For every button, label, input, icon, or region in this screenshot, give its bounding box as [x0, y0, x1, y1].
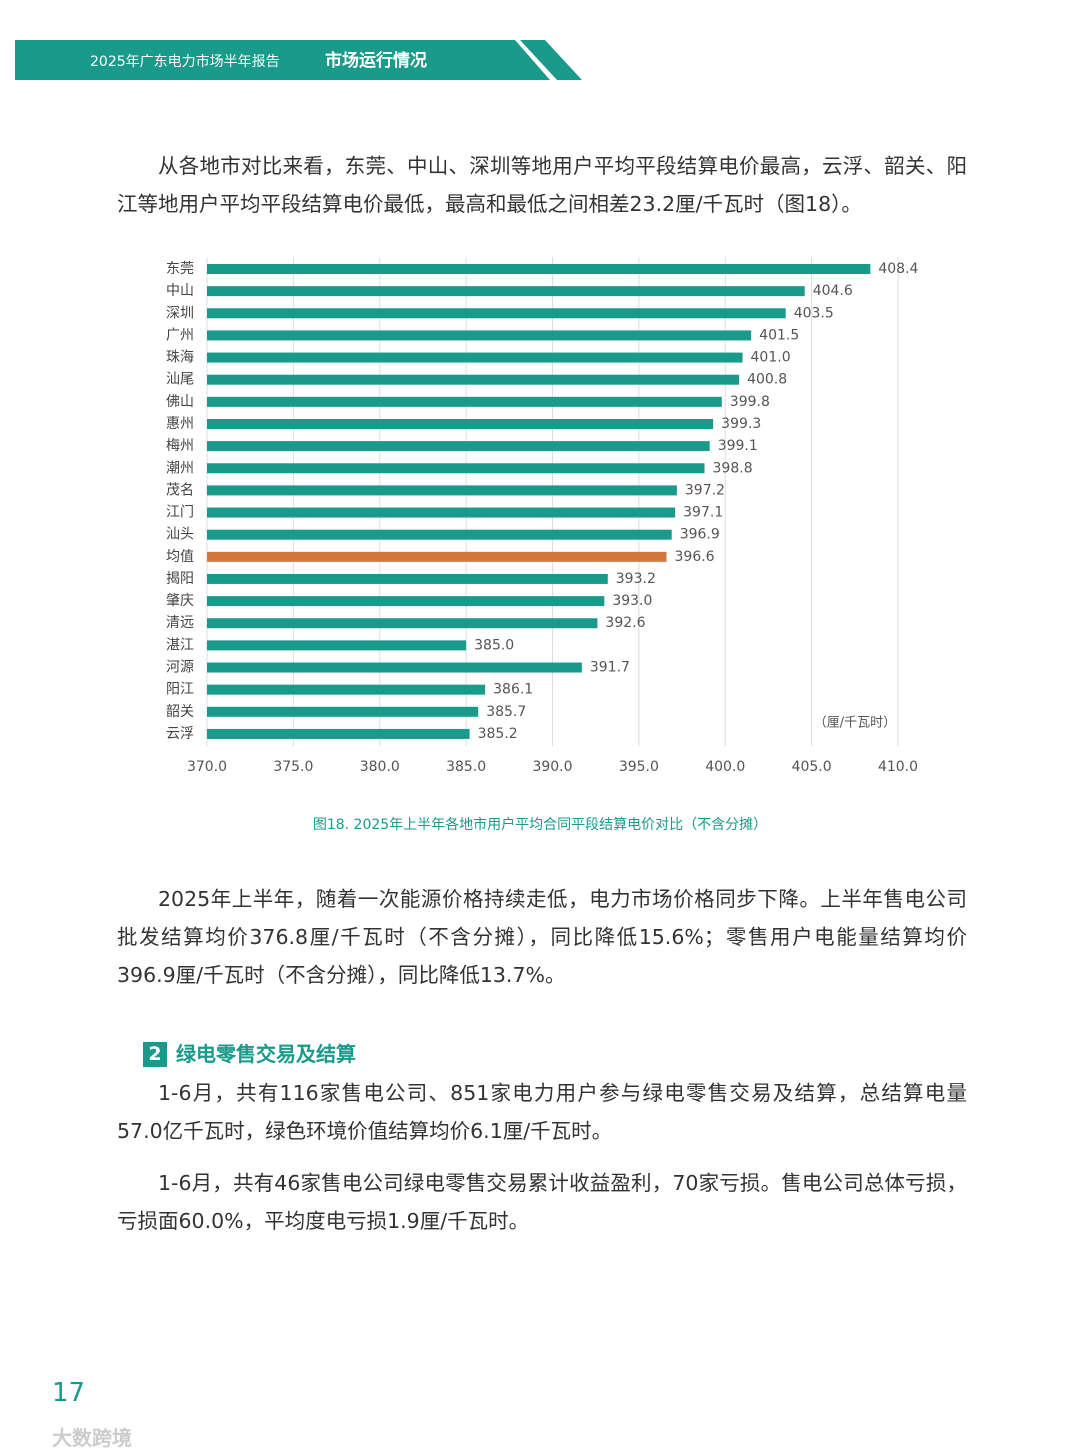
- value-label: 397.1: [683, 505, 723, 521]
- value-label: 385.2: [478, 726, 518, 742]
- value-label: 399.3: [721, 416, 761, 432]
- bar: [207, 507, 676, 518]
- bar: [207, 264, 871, 274]
- x-tick-label: 390.0: [532, 759, 572, 775]
- x-tick-label: 410.0: [878, 759, 918, 775]
- bar: [207, 441, 710, 452]
- paragraph: 1-6月，共有116家售电公司、851家电力用户参与绿电零售交易及结算，总结算电…: [117, 1081, 967, 1143]
- y-tick-label: 中山: [166, 283, 194, 299]
- value-label: 403.5: [794, 305, 834, 321]
- value-label: 404.6: [813, 283, 853, 299]
- value-label: 396.6: [675, 549, 715, 565]
- value-label: 392.6: [605, 615, 645, 631]
- y-tick-label: 佛山: [166, 394, 194, 410]
- value-label: 408.4: [878, 261, 918, 277]
- y-tick-label: 清远: [166, 615, 194, 631]
- x-tick-label: 405.0: [792, 759, 832, 775]
- y-tick-label: 珠海: [166, 350, 194, 366]
- value-label: 399.1: [718, 438, 758, 454]
- bar: [207, 618, 598, 629]
- bar: [207, 640, 467, 651]
- bar: [207, 551, 667, 562]
- x-tick-label: 385.0: [446, 759, 486, 775]
- page-number: 17: [52, 1378, 86, 1408]
- y-tick-label: 江门: [166, 505, 194, 521]
- y-tick-label: 东莞: [166, 261, 194, 277]
- section-heading: 绿电零售交易及结算: [176, 1042, 356, 1066]
- value-label: 396.9: [680, 527, 720, 543]
- chart: 图18. 2025年上半年各地市用户平均合同平段结算电价对比（不含分摊） （厘/…: [166, 257, 919, 833]
- section-number: 2: [143, 1042, 167, 1067]
- paragraph: 从各地市对比来看，东莞、中山、深圳等地用户平均平段结算电价最高，云浮、韶关、阳江…: [117, 154, 967, 216]
- x-tick-label: 400.0: [705, 759, 745, 775]
- bar: [207, 596, 605, 607]
- y-tick-label: 河源: [166, 660, 194, 676]
- y-tick-label: 梅州: [166, 438, 194, 454]
- report-title: 2025年广东电力市场半年报告: [90, 53, 280, 70]
- bar: [207, 706, 479, 717]
- y-tick-label: 潮州: [166, 460, 194, 476]
- y-tick-label: 深圳: [166, 305, 194, 321]
- paragraph: 1-6月，共有46家售电公司绿电零售交易累计收益盈利，70家亏损。售电公司总体亏…: [117, 1171, 967, 1233]
- value-label: 385.0: [474, 637, 514, 653]
- y-tick-label: 广州: [166, 327, 194, 343]
- value-label: 386.1: [493, 682, 533, 698]
- bar: [207, 485, 677, 496]
- x-tick-label: 395.0: [619, 759, 659, 775]
- header-banner: 2025年广东电力市场半年报告 市场运行情况: [15, 40, 582, 80]
- y-tick-label: 湛江: [166, 637, 194, 653]
- value-label: 400.8: [747, 372, 787, 388]
- y-tick-label: 茂名: [166, 481, 194, 498]
- chart-caption: 图18. 2025年上半年各地市用户平均合同平段结算电价对比（不含分摊）: [313, 816, 767, 833]
- bar: [207, 728, 470, 739]
- y-tick-label: 韶关: [166, 704, 194, 720]
- bar: [207, 529, 672, 540]
- bar: [207, 463, 705, 474]
- bar: [207, 308, 786, 319]
- bar: [207, 662, 582, 673]
- value-label: 401.5: [759, 327, 799, 343]
- y-tick-label: 惠州: [166, 416, 194, 432]
- y-tick-label: 均值: [166, 549, 194, 565]
- paragraph: 2025年上半年，随着一次能源价格持续走低，电力市场价格同步下降。上半年售电公司…: [117, 887, 967, 987]
- value-label: 385.7: [486, 704, 526, 720]
- x-tick-label: 370.0: [187, 759, 227, 775]
- y-tick-label: 肇庆: [166, 593, 194, 609]
- bar: [207, 573, 608, 584]
- value-label: 393.0: [612, 593, 652, 609]
- y-tick-label: 汕头: [166, 527, 194, 543]
- value-label: 401.0: [751, 350, 791, 366]
- unit-label: （厘/千瓦时）: [814, 716, 896, 731]
- x-tick-label: 375.0: [273, 759, 313, 775]
- bar: [207, 286, 805, 297]
- y-tick-label: 云浮: [166, 726, 194, 742]
- y-tick-label: 汕尾: [166, 372, 194, 388]
- value-label: 397.2: [685, 482, 725, 498]
- section-title: 市场运行情况: [325, 50, 427, 71]
- bar: [207, 330, 752, 341]
- bar: [207, 418, 714, 429]
- value-label: 399.8: [730, 394, 770, 410]
- y-tick-label: 揭阳: [166, 571, 194, 587]
- bar: [207, 396, 722, 407]
- value-label: 391.7: [590, 660, 630, 676]
- watermark: 大数跨境: [52, 1426, 132, 1450]
- value-label: 393.2: [616, 571, 656, 587]
- bar: [207, 374, 740, 385]
- x-tick-label: 380.0: [360, 759, 400, 775]
- bar: [207, 684, 486, 695]
- y-tick-label: 阳江: [166, 682, 194, 698]
- bar: [207, 352, 743, 363]
- value-label: 398.8: [713, 460, 753, 476]
